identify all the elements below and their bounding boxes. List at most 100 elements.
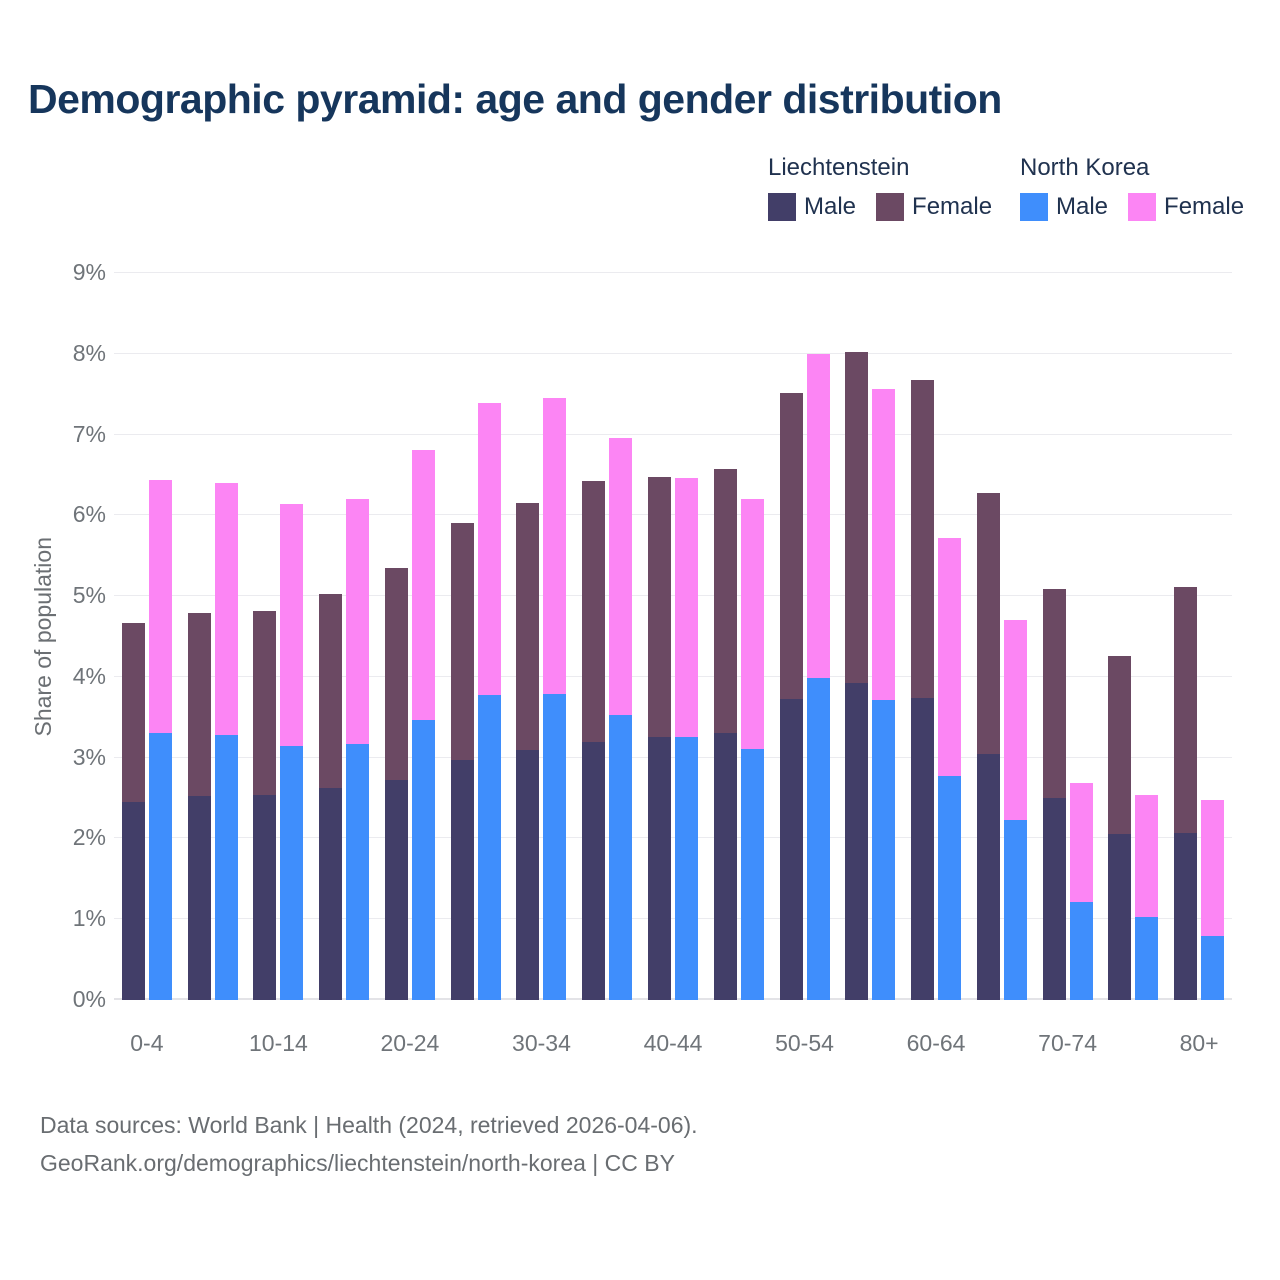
bar-segment-north-korea-male-10-14[interactable] — [280, 745, 304, 1000]
bar-segment-liechtenstein-male-65-69[interactable] — [976, 754, 1000, 1000]
bar-north-korea-20-24[interactable] — [411, 449, 435, 1000]
bar-segment-north-korea-male-35-39[interactable] — [609, 714, 633, 1000]
bar-segment-north-korea-male-30-34[interactable] — [543, 693, 567, 1000]
bar-liechtenstein-70-74[interactable] — [1042, 588, 1066, 1000]
bar-segment-liechtenstein-female-75-79[interactable] — [1108, 655, 1132, 834]
bar-liechtenstein-15-19[interactable] — [319, 593, 343, 1000]
bar-segment-liechtenstein-female-50-54[interactable] — [779, 393, 803, 699]
legend-item-liechtenstein-female[interactable]: Female — [876, 193, 992, 221]
bar-segment-liechtenstein-female-80plus[interactable] — [1174, 587, 1198, 833]
bar-liechtenstein-25-29[interactable] — [450, 522, 474, 1000]
bar-segment-north-korea-female-50-54[interactable] — [806, 353, 830, 678]
bar-segment-north-korea-female-80plus[interactable] — [1201, 800, 1225, 937]
bar-north-korea-50-54[interactable] — [806, 353, 830, 1000]
bar-north-korea-65-69[interactable] — [1003, 620, 1027, 1000]
bar-segment-north-korea-male-70-74[interactable] — [1069, 902, 1093, 1000]
bar-segment-liechtenstein-male-70-74[interactable] — [1042, 798, 1066, 1000]
bar-liechtenstein-60-64[interactable] — [911, 379, 935, 1000]
bar-segment-north-korea-female-75-79[interactable] — [1135, 794, 1159, 917]
legend-item-north-korea-female[interactable]: Female — [1128, 193, 1244, 221]
bar-segment-north-korea-male-65-69[interactable] — [1003, 819, 1027, 1000]
bar-liechtenstein-30-34[interactable] — [516, 503, 540, 1000]
bar-north-korea-55-59[interactable] — [872, 388, 896, 1000]
bar-north-korea-15-19[interactable] — [346, 499, 370, 1000]
bar-segment-liechtenstein-female-45-49[interactable] — [713, 469, 737, 733]
bar-segment-liechtenstein-female-15-19[interactable] — [319, 593, 343, 788]
bar-north-korea-75-79[interactable] — [1135, 794, 1159, 1000]
bar-liechtenstein-5-9[interactable] — [187, 613, 211, 1000]
bar-segment-north-korea-female-65-69[interactable] — [1003, 620, 1027, 820]
bar-segment-liechtenstein-male-30-34[interactable] — [516, 750, 540, 1000]
bar-segment-north-korea-female-25-29[interactable] — [477, 403, 501, 696]
bar-segment-north-korea-male-40-44[interactable] — [675, 736, 698, 1000]
bar-north-korea-40-44[interactable] — [675, 478, 698, 1000]
bar-segment-north-korea-female-35-39[interactable] — [609, 437, 633, 715]
bar-segment-north-korea-male-75-79[interactable] — [1135, 916, 1159, 1000]
bar-segment-liechtenstein-male-0-4[interactable] — [121, 802, 145, 1000]
bar-segment-liechtenstein-female-5-9[interactable] — [187, 613, 211, 796]
bar-liechtenstein-20-24[interactable] — [384, 567, 408, 1000]
bar-segment-north-korea-female-0-4[interactable] — [148, 479, 172, 733]
bar-north-korea-45-49[interactable] — [740, 499, 764, 1000]
legend-item-north-korea-male[interactable]: Male — [1020, 193, 1108, 221]
bar-segment-liechtenstein-female-25-29[interactable] — [450, 522, 474, 761]
bar-segment-north-korea-female-60-64[interactable] — [938, 537, 962, 777]
bar-segment-north-korea-male-25-29[interactable] — [477, 695, 501, 1000]
bar-liechtenstein-10-14[interactable] — [253, 611, 277, 1000]
bar-north-korea-5-9[interactable] — [214, 483, 238, 1000]
bar-liechtenstein-65-69[interactable] — [976, 492, 1000, 1000]
bar-segment-north-korea-female-10-14[interactable] — [280, 504, 304, 746]
bar-segment-north-korea-female-55-59[interactable] — [872, 388, 896, 700]
bar-segment-north-korea-female-15-19[interactable] — [346, 499, 370, 744]
bar-liechtenstein-55-59[interactable] — [845, 352, 869, 1000]
bar-segment-north-korea-male-45-49[interactable] — [740, 748, 764, 1000]
bar-liechtenstein-75-79[interactable] — [1108, 655, 1132, 1000]
bar-liechtenstein-0-4[interactable] — [121, 622, 145, 1000]
bar-segment-liechtenstein-female-0-4[interactable] — [121, 622, 145, 803]
bar-segment-north-korea-male-20-24[interactable] — [411, 719, 435, 1000]
bar-segment-liechtenstein-female-35-39[interactable] — [582, 480, 606, 742]
bar-segment-liechtenstein-female-55-59[interactable] — [845, 352, 869, 683]
bar-segment-liechtenstein-male-15-19[interactable] — [319, 787, 343, 1000]
bar-north-korea-70-74[interactable] — [1069, 782, 1093, 1000]
bar-segment-liechtenstein-female-65-69[interactable] — [976, 492, 1000, 755]
bar-segment-liechtenstein-female-10-14[interactable] — [253, 611, 277, 795]
bar-north-korea-25-29[interactable] — [477, 403, 501, 1000]
bar-liechtenstein-45-49[interactable] — [713, 469, 737, 1000]
bar-segment-liechtenstein-male-5-9[interactable] — [187, 795, 211, 1000]
bar-segment-north-korea-male-0-4[interactable] — [148, 732, 172, 1000]
bar-segment-liechtenstein-female-70-74[interactable] — [1042, 588, 1066, 799]
bar-segment-north-korea-female-20-24[interactable] — [411, 449, 435, 720]
bar-segment-liechtenstein-male-10-14[interactable] — [253, 794, 277, 1000]
bar-liechtenstein-40-44[interactable] — [648, 476, 671, 1000]
bar-north-korea-35-39[interactable] — [609, 437, 633, 1000]
bar-liechtenstein-35-39[interactable] — [582, 480, 606, 1000]
bar-segment-north-korea-female-5-9[interactable] — [214, 483, 238, 736]
bar-segment-north-korea-male-5-9[interactable] — [214, 735, 238, 1000]
bar-north-korea-0-4[interactable] — [148, 479, 172, 1000]
bar-liechtenstein-80plus[interactable] — [1174, 587, 1198, 1000]
bar-segment-north-korea-female-45-49[interactable] — [740, 499, 764, 749]
bar-liechtenstein-50-54[interactable] — [779, 393, 803, 1000]
bar-segment-liechtenstein-male-20-24[interactable] — [384, 780, 408, 1000]
bar-segment-north-korea-female-40-44[interactable] — [675, 478, 698, 737]
bar-segment-north-korea-male-55-59[interactable] — [872, 699, 896, 1000]
bar-segment-liechtenstein-female-40-44[interactable] — [648, 476, 671, 737]
bar-north-korea-30-34[interactable] — [543, 398, 567, 1000]
bar-segment-north-korea-male-50-54[interactable] — [806, 677, 830, 1000]
bar-segment-liechtenstein-male-35-39[interactable] — [582, 741, 606, 1000]
bar-segment-liechtenstein-male-45-49[interactable] — [713, 732, 737, 1000]
bar-segment-liechtenstein-male-75-79[interactable] — [1108, 833, 1132, 1000]
bar-segment-liechtenstein-male-60-64[interactable] — [911, 697, 935, 1000]
bar-segment-liechtenstein-female-20-24[interactable] — [384, 567, 408, 781]
bar-segment-liechtenstein-female-60-64[interactable] — [911, 379, 935, 698]
bar-segment-liechtenstein-male-25-29[interactable] — [450, 760, 474, 1000]
bar-segment-liechtenstein-male-50-54[interactable] — [779, 698, 803, 1000]
bar-north-korea-60-64[interactable] — [938, 537, 962, 1000]
bar-segment-north-korea-female-70-74[interactable] — [1069, 782, 1093, 903]
bar-segment-liechtenstein-male-55-59[interactable] — [845, 682, 869, 1000]
bar-north-korea-10-14[interactable] — [280, 504, 304, 1000]
bar-north-korea-80plus[interactable] — [1201, 800, 1225, 1000]
bar-segment-north-korea-female-30-34[interactable] — [543, 398, 567, 694]
bar-segment-north-korea-male-15-19[interactable] — [346, 743, 370, 1000]
